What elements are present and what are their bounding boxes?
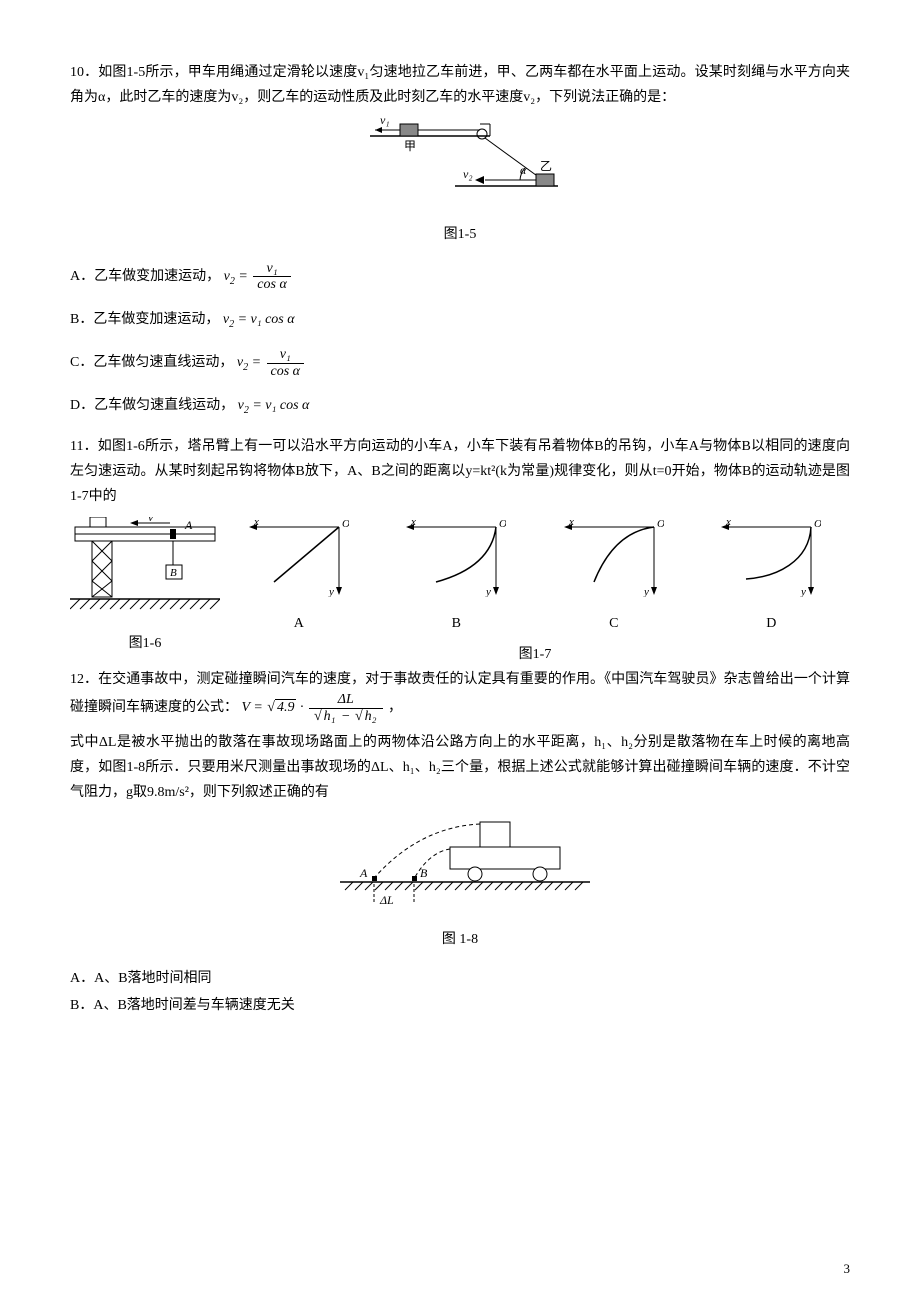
axis-y: y	[485, 586, 491, 597]
q10-v2-label: v₂	[463, 167, 473, 181]
frac-den: cos α	[253, 277, 291, 292]
axis-o: O	[814, 518, 821, 530]
q12-A: A	[359, 866, 368, 880]
q12-V: V	[242, 700, 250, 715]
q10-optD-text: D．乙车做匀速直线运动，	[70, 398, 234, 413]
panel-C: C	[564, 611, 664, 636]
q12-stem-a: 12．在交通事故中，测定碰撞瞬间汽车的速度，对于事故责任的认定具有重要的作用。《…	[70, 672, 850, 715]
prod-eq: =	[234, 312, 250, 327]
q12-num: ΔL	[309, 692, 383, 708]
frac-den2: cos α	[267, 364, 305, 379]
q11-left-caption: 图1-6	[70, 631, 220, 656]
q12-h1: h₁	[322, 708, 338, 724]
q12-figure: A B ΔL	[70, 812, 850, 921]
q11-stem: 11．如图1-6所示，塔吊臂上有一可以沿水平方向运动的小车A，小车下装有吊着物体…	[70, 434, 850, 510]
axis-x: x	[410, 517, 416, 528]
q12-stem-b: 式中ΔL是被水平抛出的散落在事故现场路面上的两物体沿公路方向上的水平距离，h₁、…	[70, 730, 850, 806]
panel-A: A	[249, 611, 349, 636]
axis-y: y	[328, 586, 334, 597]
q12-eq: =	[250, 700, 266, 715]
q10-optA-text: A．乙车做变加速运动，	[70, 269, 220, 284]
panel-B: B	[406, 611, 506, 636]
q10-option-c: C．乙车做匀速直线运动， v2 = v₁cos α	[70, 347, 850, 379]
q10-figure: v₁ 甲 v₂ α 乙	[70, 116, 850, 215]
q12-B: B	[420, 866, 428, 880]
q11-A-label: A	[184, 518, 193, 532]
q12-sq49: 4.9	[275, 699, 297, 715]
axis-y: y	[643, 586, 649, 597]
axis-o: O	[342, 518, 349, 530]
panel-D: D	[721, 611, 821, 636]
q11-right-caption: 图1-7	[220, 642, 850, 667]
q12-dL: ΔL	[379, 893, 394, 907]
q10-yi-label: 乙	[540, 159, 552, 173]
q10-alpha-label: α	[520, 163, 527, 177]
q12-option-b: B．A、B落地时间差与车辆速度无关	[70, 993, 850, 1018]
q12-comma: ，	[388, 700, 402, 715]
prod-rhs2: v₁ cos α	[265, 398, 309, 413]
q10-stem: 10．如图1-5所示，甲车用绳通过定滑轮以速度v₁匀速地拉乙车前进，甲、乙两车都…	[70, 60, 850, 110]
axis-y: y	[800, 586, 806, 597]
axis-x: x	[253, 517, 259, 528]
axis-o: O	[499, 518, 506, 530]
q10-fig-caption: 图1-5	[70, 222, 850, 247]
prod-eq2: =	[249, 398, 265, 413]
q12-fig-caption: 图 1-8	[70, 927, 850, 952]
axis-x: x	[725, 517, 731, 528]
q10-v1-label: v₁	[380, 116, 390, 127]
q10-optB-text: B．乙车做变加速运动，	[70, 312, 219, 327]
q11-B-label: B	[170, 567, 177, 579]
frac-num: v₁	[253, 261, 291, 277]
axis-x: x	[568, 517, 574, 528]
q11-v-label: v	[148, 517, 154, 524]
q12-stem: 12．在交通事故中，测定碰撞瞬间汽车的速度，对于事故责任的认定具有重要的作用。《…	[70, 667, 850, 724]
q11-figures: v A B 图1-6 x O	[70, 517, 850, 667]
q10-option-d: D．乙车做匀速直线运动， v2 = v₁ cos α	[70, 393, 850, 420]
frac-num2: v₁	[267, 347, 305, 363]
axis-o: O	[657, 518, 664, 530]
q12-option-a: A．A、B落地时间相同	[70, 966, 850, 991]
q12-dot: ·	[296, 700, 307, 715]
q12-h2: h₂	[363, 708, 379, 724]
q10-option-b: B．乙车做变加速运动， v2 = v₁ cos α	[70, 307, 850, 334]
frac-eq: =	[235, 269, 251, 284]
frac-eq2: =	[248, 355, 264, 370]
prod-rhs: v₁ cos α	[251, 312, 295, 327]
q10-jia-label: 甲	[404, 139, 416, 153]
q10-optC-text: C．乙车做匀速直线运动，	[70, 355, 233, 370]
page-number: 3	[844, 1257, 851, 1280]
q10-option-a: A．乙车做变加速运动， v2 = v₁cos α	[70, 261, 850, 293]
